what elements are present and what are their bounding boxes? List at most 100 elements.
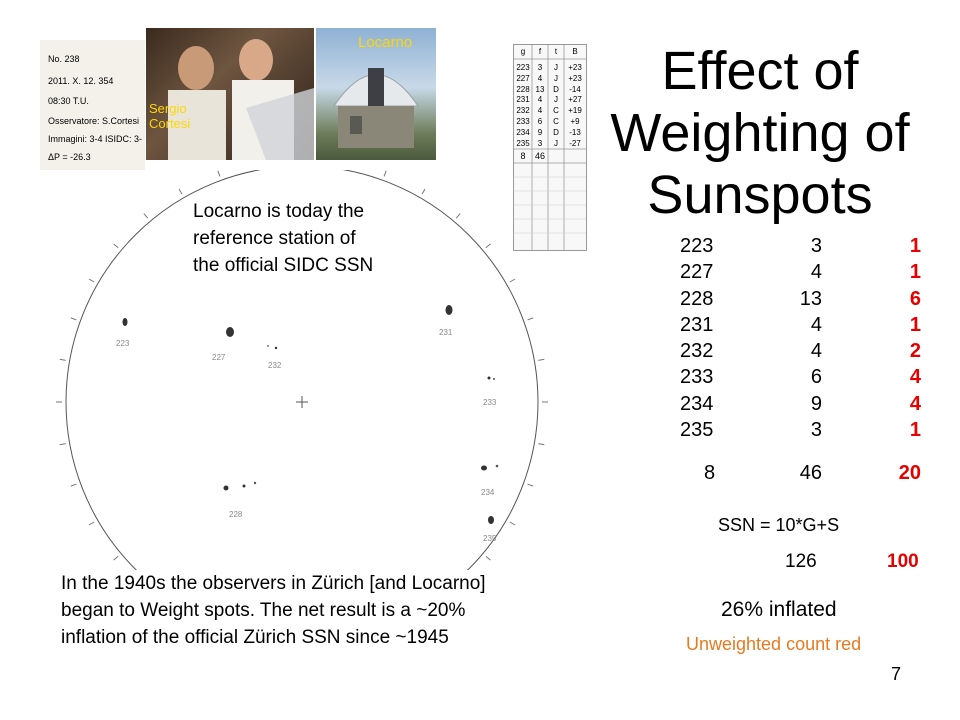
sheet-cell: +23 xyxy=(568,63,582,72)
sheet-total-groups: 8 xyxy=(520,151,526,161)
weighting-note: In the 1940s the observers in Zürich [an… xyxy=(61,570,486,651)
photo-label-name: Sergio Cortesi xyxy=(149,101,190,131)
sheet-cell: +27 xyxy=(568,95,582,105)
group-label: 233 xyxy=(483,398,497,407)
total-groups: 8 xyxy=(704,462,716,485)
sheet-cell: 13 xyxy=(535,84,545,94)
group-number: 223 xyxy=(680,235,714,257)
spot-232: 232 xyxy=(267,345,282,370)
sheet-head: g xyxy=(520,47,526,56)
limb-tick xyxy=(59,358,66,361)
notebook-line: 08:30 T.U. xyxy=(48,96,89,106)
sheet-cell: 223 xyxy=(516,63,530,72)
sheet-row: 235 3 J -27 xyxy=(514,139,586,150)
limb-tick xyxy=(421,188,426,195)
limb-tick xyxy=(485,555,491,561)
limb-tick xyxy=(485,243,491,249)
spot-count: 3 xyxy=(810,235,822,257)
sheet-rows: 223 3 J +23 227 4 J +23 228 13 D -14 231 4 J +27 232 4 C +1… xyxy=(514,63,586,149)
sheet-row: 227 4 J +23 xyxy=(514,74,586,85)
total-spots: 46 xyxy=(799,462,822,485)
spot-count: 6 xyxy=(810,366,822,389)
limb-tick xyxy=(178,188,183,195)
limb-tick xyxy=(538,443,545,446)
group-label: 231 xyxy=(439,328,453,337)
limb-tick xyxy=(143,213,149,219)
spot-count: 4 xyxy=(810,313,822,336)
sheet-cell: 3 xyxy=(537,138,543,148)
sheet-cell: 4 xyxy=(537,73,543,83)
notebook-photo: No. 238 2011. X. 12. 354 08:30 T.U. Osse… xyxy=(40,40,145,170)
group-number: 234 xyxy=(680,392,714,415)
sheet-cell: 235 xyxy=(516,138,530,148)
sunspot-drawing: 223 227 232 231 233 228 234 235 xyxy=(56,170,548,570)
reference-station-note: Locarno is today the reference station o… xyxy=(193,198,373,279)
sheet-cell: -13 xyxy=(569,127,581,137)
sheet-total-spots: 46 xyxy=(534,151,545,161)
sheet-cell: 3 xyxy=(537,63,543,72)
title-line: Sunspots xyxy=(647,165,873,225)
unweighted-count: 1 xyxy=(909,235,921,257)
title-line: Effect of xyxy=(661,41,859,101)
sheet-head: B xyxy=(572,47,578,56)
page-number: 7 xyxy=(891,664,902,684)
sheet-cell: 234 xyxy=(516,127,530,137)
count-table-row: 227 4 1 xyxy=(670,261,925,287)
inflation-note: 26% inflated xyxy=(721,598,837,621)
notebook-line: No. 238 xyxy=(48,54,80,64)
spot-count: 9 xyxy=(810,392,822,415)
limb-tick xyxy=(383,170,387,177)
limb-tick xyxy=(509,521,516,526)
limb-tick xyxy=(88,278,95,283)
sheet-cell: +23 xyxy=(568,73,582,83)
count-table-row: 231 4 1 xyxy=(670,314,925,340)
sheet-cell: 228 xyxy=(516,84,530,94)
sheet-row: 232 4 C +19 xyxy=(514,106,586,117)
sheet-cell: J xyxy=(554,95,558,105)
limb-tick xyxy=(217,170,221,177)
title-line: Weighting of xyxy=(610,103,910,163)
limb-tick xyxy=(70,317,77,321)
group-number: 231 xyxy=(680,313,714,336)
sheet-cell: J xyxy=(554,63,558,72)
spot-231: 231 xyxy=(439,305,453,337)
spot-234: 234 xyxy=(481,464,499,497)
sheet-cell: 231 xyxy=(516,95,530,105)
ssn-unweighted: 100 xyxy=(887,551,919,572)
sheet-cell: D xyxy=(553,84,559,94)
sheet-cell: 6 xyxy=(537,116,543,126)
photo-label-location: Locarno xyxy=(358,34,413,51)
spot-count: 4 xyxy=(810,340,822,363)
slide-title: Effect of Weighting of Sunspots xyxy=(600,40,920,226)
unweighted-count: 2 xyxy=(909,340,921,363)
sheet-cell: +19 xyxy=(568,106,582,116)
limb-tick xyxy=(538,358,545,361)
count-table-totals: 8 46 20 xyxy=(670,462,925,488)
count-table-rows: 223 3 1 227 4 1 228 13 6 231 4 1 232 4 2 233 6 4 234 9 4 235 3… xyxy=(670,235,925,445)
count-table: 223 3 1 227 4 1 228 13 6 231 4 1 232 4 2 233 6 4 234 9 4 235 3… xyxy=(670,235,925,489)
unweighted-count: 4 xyxy=(909,392,921,415)
sheet-cell: 9 xyxy=(537,127,543,137)
observation-sheet: g f t B 223 3 J +23 227 4 J +23 228 13 D -14 231 4 J +2… xyxy=(513,44,587,251)
sheet-row: 234 9 D -13 xyxy=(514,128,586,139)
count-table-row: 233 6 4 xyxy=(670,366,925,392)
sheet-cell: 233 xyxy=(516,116,530,126)
spot-count: 3 xyxy=(810,419,822,442)
sheet-cell: -27 xyxy=(569,138,581,148)
spot-count: 4 xyxy=(810,261,822,284)
group-label: 223 xyxy=(116,339,130,348)
group-number: 227 xyxy=(680,261,714,284)
spot-227: 227 xyxy=(212,327,234,362)
group-label: 232 xyxy=(268,361,282,370)
limb-ticks xyxy=(56,170,548,561)
sheet-cell: J xyxy=(554,138,558,148)
limb-tick xyxy=(527,483,534,487)
group-number: 232 xyxy=(680,340,714,363)
sheet-total: 8 46 xyxy=(514,151,586,161)
note-line: In the 1940s the observers in Zürich [an… xyxy=(61,573,486,594)
limb-tick xyxy=(113,555,119,561)
notebook-line: Immagini: 3-4 ISIDC: 3- xyxy=(48,134,143,144)
group-label: 228 xyxy=(229,510,243,519)
limb-tick xyxy=(455,213,461,219)
photo-label-line: Sergio xyxy=(149,101,187,116)
